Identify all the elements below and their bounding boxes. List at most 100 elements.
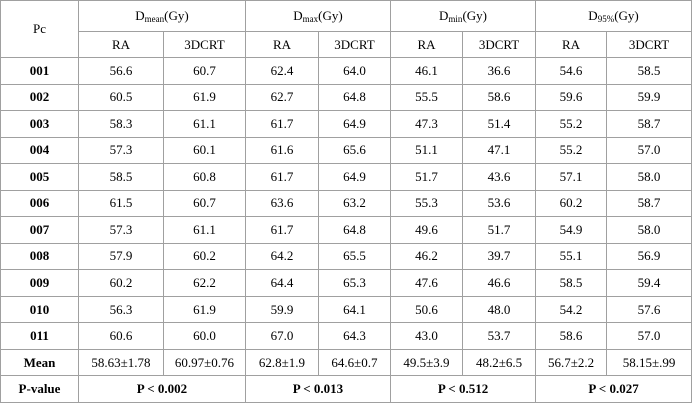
cell: 58.0 (606, 163, 692, 191)
row-label: 001 (0, 57, 79, 85)
subheader: 3DCRT (318, 31, 391, 58)
row-label: 005 (0, 163, 79, 191)
cell: 61.7 (245, 110, 319, 138)
cell: 48.2±6.5 (461, 348, 537, 377)
header-subscript: min (448, 14, 463, 24)
cell: P < 0.512 (389, 375, 537, 403)
header-unit: (Gy) (164, 8, 189, 23)
cell: 51.4 (461, 110, 537, 138)
data-row: 004 57.3 60.1 61.6 65.6 51.1 47.1 55.2 57.0 (0, 136, 692, 165)
row-label: 003 (0, 110, 79, 138)
group-header: Dmean(Gy) (78, 0, 246, 32)
header-unit: (Gy) (318, 8, 343, 23)
cell: 58.5 (78, 163, 164, 191)
cell: 65.3 (318, 269, 391, 297)
cell: 49.6 (390, 216, 463, 244)
cell: 54.2 (535, 295, 608, 324)
group-header: Dmin(Gy) (389, 0, 537, 32)
cell: 46.1 (390, 57, 463, 85)
cell: 60.7 (163, 57, 246, 85)
cell: 48.0 (461, 295, 537, 324)
group-header: Dmax(Gy) (245, 0, 391, 32)
cell: 53.6 (461, 189, 537, 218)
cell: 60.2 (163, 242, 246, 271)
group-header: D95%(Gy) (535, 0, 692, 32)
corner-header: Pc (0, 0, 79, 58)
subheader: RA (390, 31, 463, 58)
cell: 64.1 (318, 295, 391, 324)
cell: 57.1 (535, 163, 608, 191)
cell: P < 0.002 (78, 375, 246, 403)
cell: 61.6 (245, 136, 319, 165)
subheader-row: RA 3DCRT RA 3DCRT RA 3DCRT RA 3DCRT (1, 31, 692, 58)
cell: 59.6 (535, 83, 608, 112)
cell: 67.0 (245, 322, 319, 350)
cell: 54.9 (535, 216, 608, 244)
data-row: 008 57.9 60.2 64.2 65.5 46.2 39.7 55.1 56.9 (0, 242, 692, 271)
cell: 43.0 (390, 322, 463, 350)
cell: 65.6 (318, 136, 391, 165)
header-unit: (Gy) (462, 8, 487, 23)
cell: 50.6 (390, 295, 463, 324)
cell: 63.2 (318, 189, 391, 218)
header-base: D (293, 8, 303, 23)
header-row: Pc Dmean(Gy) Dmax(Gy) Dmin(Gy) D95%(Gy) (0, 0, 692, 58)
cell: P < 0.013 (245, 375, 391, 403)
header-unit: (Gy) (614, 8, 639, 23)
cell: 57.0 (606, 322, 692, 350)
cell: 47.6 (390, 269, 463, 297)
cell: 58.15±.99 (606, 348, 692, 377)
cell: 62.4 (245, 57, 319, 85)
cell: 55.3 (390, 189, 463, 218)
cell: 47.1 (461, 136, 537, 165)
cell: 64.9 (318, 163, 391, 191)
header-base: D (135, 8, 145, 23)
cell: 65.5 (318, 242, 391, 271)
row-label: 010 (0, 295, 79, 324)
cell: 57.3 (78, 216, 164, 244)
subheader: 3DCRT (606, 31, 692, 58)
row-label: 008 (0, 242, 79, 271)
cell: 61.9 (163, 83, 246, 112)
data-row: 009 60.2 62.2 64.4 65.3 47.6 46.6 58.5 59.4 (0, 269, 692, 297)
row-label: 007 (0, 216, 79, 244)
cell: 57.6 (606, 295, 692, 324)
cell: 58.0 (606, 216, 692, 244)
cell: 47.3 (390, 110, 463, 138)
cell: 55.5 (390, 83, 463, 112)
data-row: 010 56.3 61.9 59.9 64.1 50.6 48.0 54.2 57.6 (0, 295, 692, 324)
header-subscript: mean (144, 14, 165, 24)
cell: 55.1 (535, 242, 608, 271)
data-row: 011 60.6 60.0 67.0 64.3 43.0 53.7 58.6 57.0 (0, 322, 692, 350)
data-row: 007 57.3 61.1 61.7 64.8 49.6 51.7 54.9 58.0 (0, 216, 692, 244)
cell: 56.3 (78, 295, 164, 324)
cell: 56.6 (78, 57, 164, 85)
cell: 58.3 (78, 110, 164, 138)
cell: 61.7 (245, 216, 319, 244)
cell: 60.6 (78, 322, 164, 350)
cell: 61.9 (163, 295, 246, 324)
cell: 56.7±2.2 (535, 348, 608, 377)
data-row: 002 60.5 61.9 62.7 64.8 55.5 58.6 59.6 59.9 (0, 83, 692, 112)
row-label: 009 (0, 269, 79, 297)
cell: 58.7 (606, 189, 692, 218)
cell: 58.5 (535, 269, 608, 297)
cell: 64.2 (245, 242, 319, 271)
subheader: RA (535, 31, 608, 58)
cell: 64.8 (318, 83, 391, 112)
data-row: 003 58.3 61.1 61.7 64.9 47.3 51.4 55.2 58.7 (0, 110, 692, 138)
cell: 54.6 (535, 57, 608, 85)
cell: 64.0 (318, 57, 391, 85)
cell: P < 0.027 (535, 375, 692, 403)
cell: 59.9 (606, 83, 692, 112)
row-label: 011 (0, 322, 79, 350)
cell: 51.1 (390, 136, 463, 165)
subheader: RA (78, 31, 164, 58)
cell: 56.9 (606, 242, 692, 271)
header-base: D (439, 8, 449, 23)
cell: 60.2 (78, 269, 164, 297)
header-base: D (588, 8, 598, 23)
